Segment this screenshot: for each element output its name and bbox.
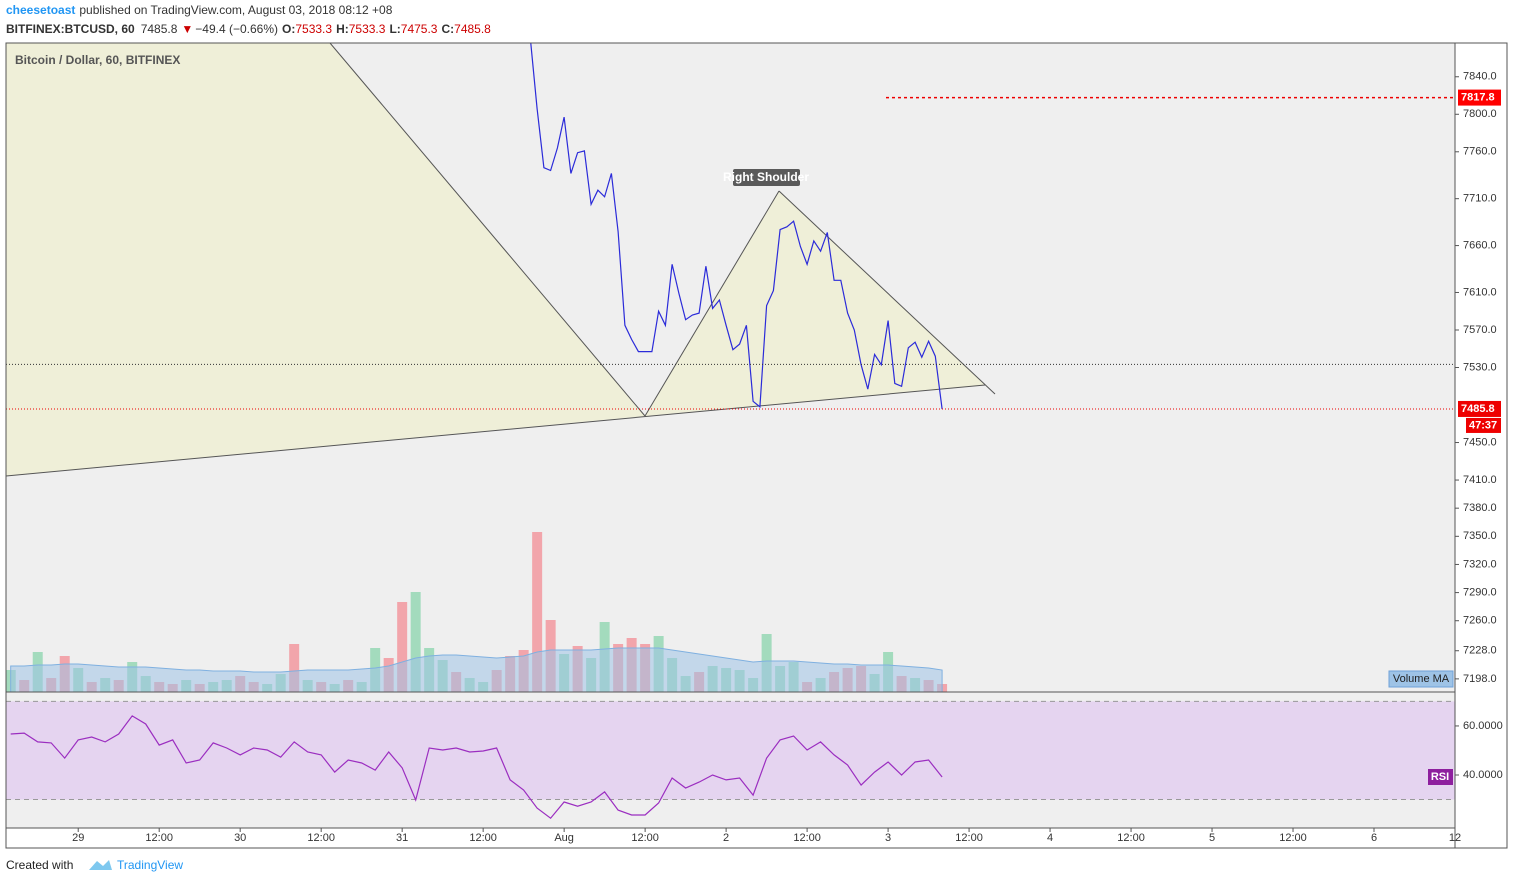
pattern-drawings <box>6 43 996 477</box>
last: 7485.8 <box>141 22 178 36</box>
x-tick-label: 12 <box>1449 832 1461 844</box>
annotation: Right Shoulder <box>723 170 809 184</box>
y-tick-label: 7410.0 <box>1463 474 1497 486</box>
trend-line <box>329 43 646 417</box>
x-tick-label: 12:00 <box>469 832 497 844</box>
x-tick-label: 31 <box>396 832 408 844</box>
volume-ma-label-box <box>1388 670 1454 688</box>
author: cheesetoast <box>6 3 75 17</box>
frame <box>5 42 1508 849</box>
footer-text: Created with <box>6 858 73 872</box>
x-tick-label: Aug <box>554 832 574 844</box>
x-tick-label: 4 <box>1047 832 1053 844</box>
y-tick-label: 7530.0 <box>1463 361 1497 373</box>
header-line-2: BITFINEX:BTCUSD, 60 7485.8 ▼ −49.4 (−0.66%)… <box>6 22 491 36</box>
volume-ma-label: Volume MA <box>1393 673 1450 685</box>
down-arrow: ▼ <box>181 22 193 36</box>
y-tick-label: 7350.0 <box>1463 530 1497 542</box>
x-tick-label: 12:00 <box>307 832 335 844</box>
ohlc-label: H: <box>336 22 349 36</box>
y-tick-label: 7290.0 <box>1463 586 1497 598</box>
alert-label: 7817.8 <box>1461 91 1495 103</box>
x-tick-label: 12:00 <box>1117 832 1145 844</box>
axis-background <box>1455 43 1507 848</box>
ohlc-value: 7475.3 <box>401 22 438 36</box>
published: published on TradingView.com, August 03,… <box>79 3 392 17</box>
volume-pane <box>5 532 948 693</box>
volume-bar <box>289 644 300 692</box>
y-tick-label: 7660.0 <box>1463 239 1497 251</box>
legend-title: Bitcoin / Dollar, 60, BITFINEX <box>15 53 180 67</box>
header-line-1: cheesetoast published on TradingView.com,… <box>6 3 393 17</box>
series-line <box>10 715 943 820</box>
logo <box>89 860 112 870</box>
annotation-box <box>733 169 800 186</box>
ohlc-value: 7533.3 <box>295 22 332 36</box>
y-tick-label: 7760.0 <box>1463 146 1497 158</box>
trend-line <box>778 190 996 395</box>
y-tick-label: 60.0000 <box>1463 720 1503 732</box>
countdown-box <box>1466 417 1501 433</box>
y-tick-label: 40.0000 <box>1463 769 1503 781</box>
countdown-label: 47:37 <box>1469 419 1497 431</box>
change: −49.4 (−0.66%) <box>195 22 278 36</box>
x-tick-label: 12:00 <box>793 832 821 844</box>
footer-brand[interactable]: TradingView <box>117 858 183 872</box>
y-tick-label: 7380.0 <box>1463 502 1497 514</box>
x-tick-label: 29 <box>72 832 84 844</box>
last-price-label: 7485.8 <box>1461 403 1495 415</box>
neckline <box>6 384 986 477</box>
x-tick-label: 12:00 <box>631 832 659 844</box>
volume-bar <box>532 532 543 692</box>
series-line <box>530 43 943 410</box>
symbol: BITFINEX:BTCUSD, 60 <box>6 22 135 36</box>
x-tick-label: 12:00 <box>1279 832 1307 844</box>
x-tick-label: 30 <box>234 832 246 844</box>
y-tick-label: 7570.0 <box>1463 324 1497 336</box>
y-tick-label: 7320.0 <box>1463 558 1497 570</box>
rsi-label-box <box>1428 769 1453 785</box>
y-tick-label: 7450.0 <box>1463 436 1497 448</box>
shaded-zone <box>6 43 645 476</box>
y-tick-label: 7710.0 <box>1463 193 1497 205</box>
shaded-zone <box>645 191 985 416</box>
ohlc-value: 7485.8 <box>454 22 491 36</box>
x-tick-label: 12:00 <box>955 832 983 844</box>
ohlc-value: 7533.3 <box>349 22 386 36</box>
x-tick-label: 6 <box>1371 832 1377 844</box>
y-tick-label: 7610.0 <box>1463 286 1497 298</box>
ohlc-label: L: <box>389 22 400 36</box>
x-tick-label: 5 <box>1209 832 1215 844</box>
alert-label-box <box>1458 89 1501 106</box>
x-tick-label: 3 <box>885 832 891 844</box>
y-tick-label: 7228.0 <box>1463 645 1497 657</box>
y-tick-label: 7260.0 <box>1463 615 1497 627</box>
ohlc-label: C: <box>441 22 454 36</box>
volume-bar <box>410 592 421 692</box>
y-tick-label: 7800.0 <box>1463 108 1497 120</box>
ohlc-label: O: <box>282 22 295 36</box>
x-tick-label: 2 <box>723 832 729 844</box>
x-tick-label: 12:00 <box>145 832 173 844</box>
last-price-box <box>1458 400 1501 417</box>
y-tick-label: 7840.0 <box>1463 71 1497 83</box>
rsi-band <box>6 701 1455 800</box>
volume-ma <box>10 647 943 693</box>
price-pane <box>530 43 943 410</box>
y-tick-label: 7198.0 <box>1463 673 1497 685</box>
volume-bar <box>397 602 408 692</box>
rsi-label: RSI <box>1431 771 1449 783</box>
